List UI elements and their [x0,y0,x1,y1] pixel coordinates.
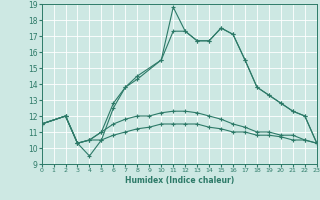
X-axis label: Humidex (Indice chaleur): Humidex (Indice chaleur) [124,176,234,185]
